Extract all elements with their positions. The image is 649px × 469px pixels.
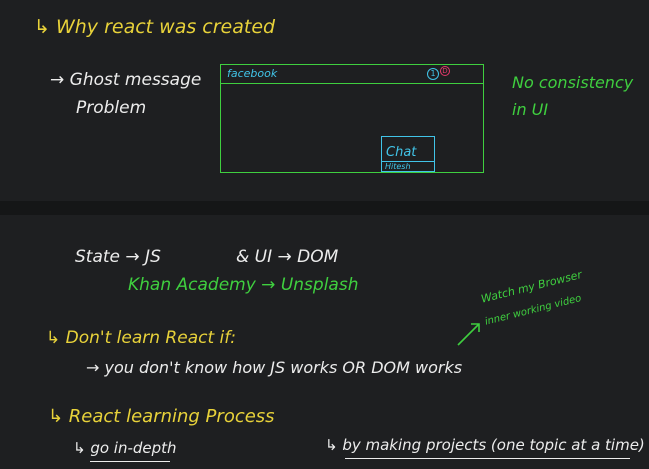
notification-icon: 1 (427, 68, 439, 80)
dont-learn-react-heading: ↳ Don't learn React if: (46, 328, 236, 348)
heading-why-react-created: ↳ Why react was created (34, 16, 276, 38)
by-projects-text: ↳ by making projects (one topic at a tim… (325, 436, 645, 454)
notification-badge-icon: D (440, 66, 450, 76)
facebook-label: facebook (227, 67, 278, 80)
facebook-header-line (221, 83, 483, 84)
projects-underline (345, 458, 630, 459)
chat-label: Chat (386, 145, 417, 160)
ghost-message-text: → Ghost message (50, 70, 202, 90)
khan-unsplash-text: Khan Academy → Unsplash (128, 275, 359, 295)
facebook-ui-sketch (220, 64, 484, 173)
chat-name-label: Hitesh (385, 162, 411, 171)
no-consistency-text-1: No consistency (512, 73, 634, 92)
learning-process-heading: ↳ React learning Process (48, 406, 275, 427)
in-depth-underline (90, 461, 170, 462)
chat-window-sketch (381, 136, 435, 172)
go-in-depth-text: ↳ go in-depth (73, 439, 177, 457)
ghost-problem-text: Problem (76, 98, 147, 118)
dont-learn-detail-text: → you don't know how JS works OR DOM wor… (86, 358, 463, 377)
chat-divider-line (382, 161, 434, 162)
state-js-text: State → JS (75, 247, 161, 267)
no-consistency-text-2: in UI (512, 100, 549, 119)
pointer-arrow-icon (457, 323, 480, 346)
section-divider (0, 201, 649, 215)
ui-dom-text: & UI → DOM (236, 247, 339, 267)
